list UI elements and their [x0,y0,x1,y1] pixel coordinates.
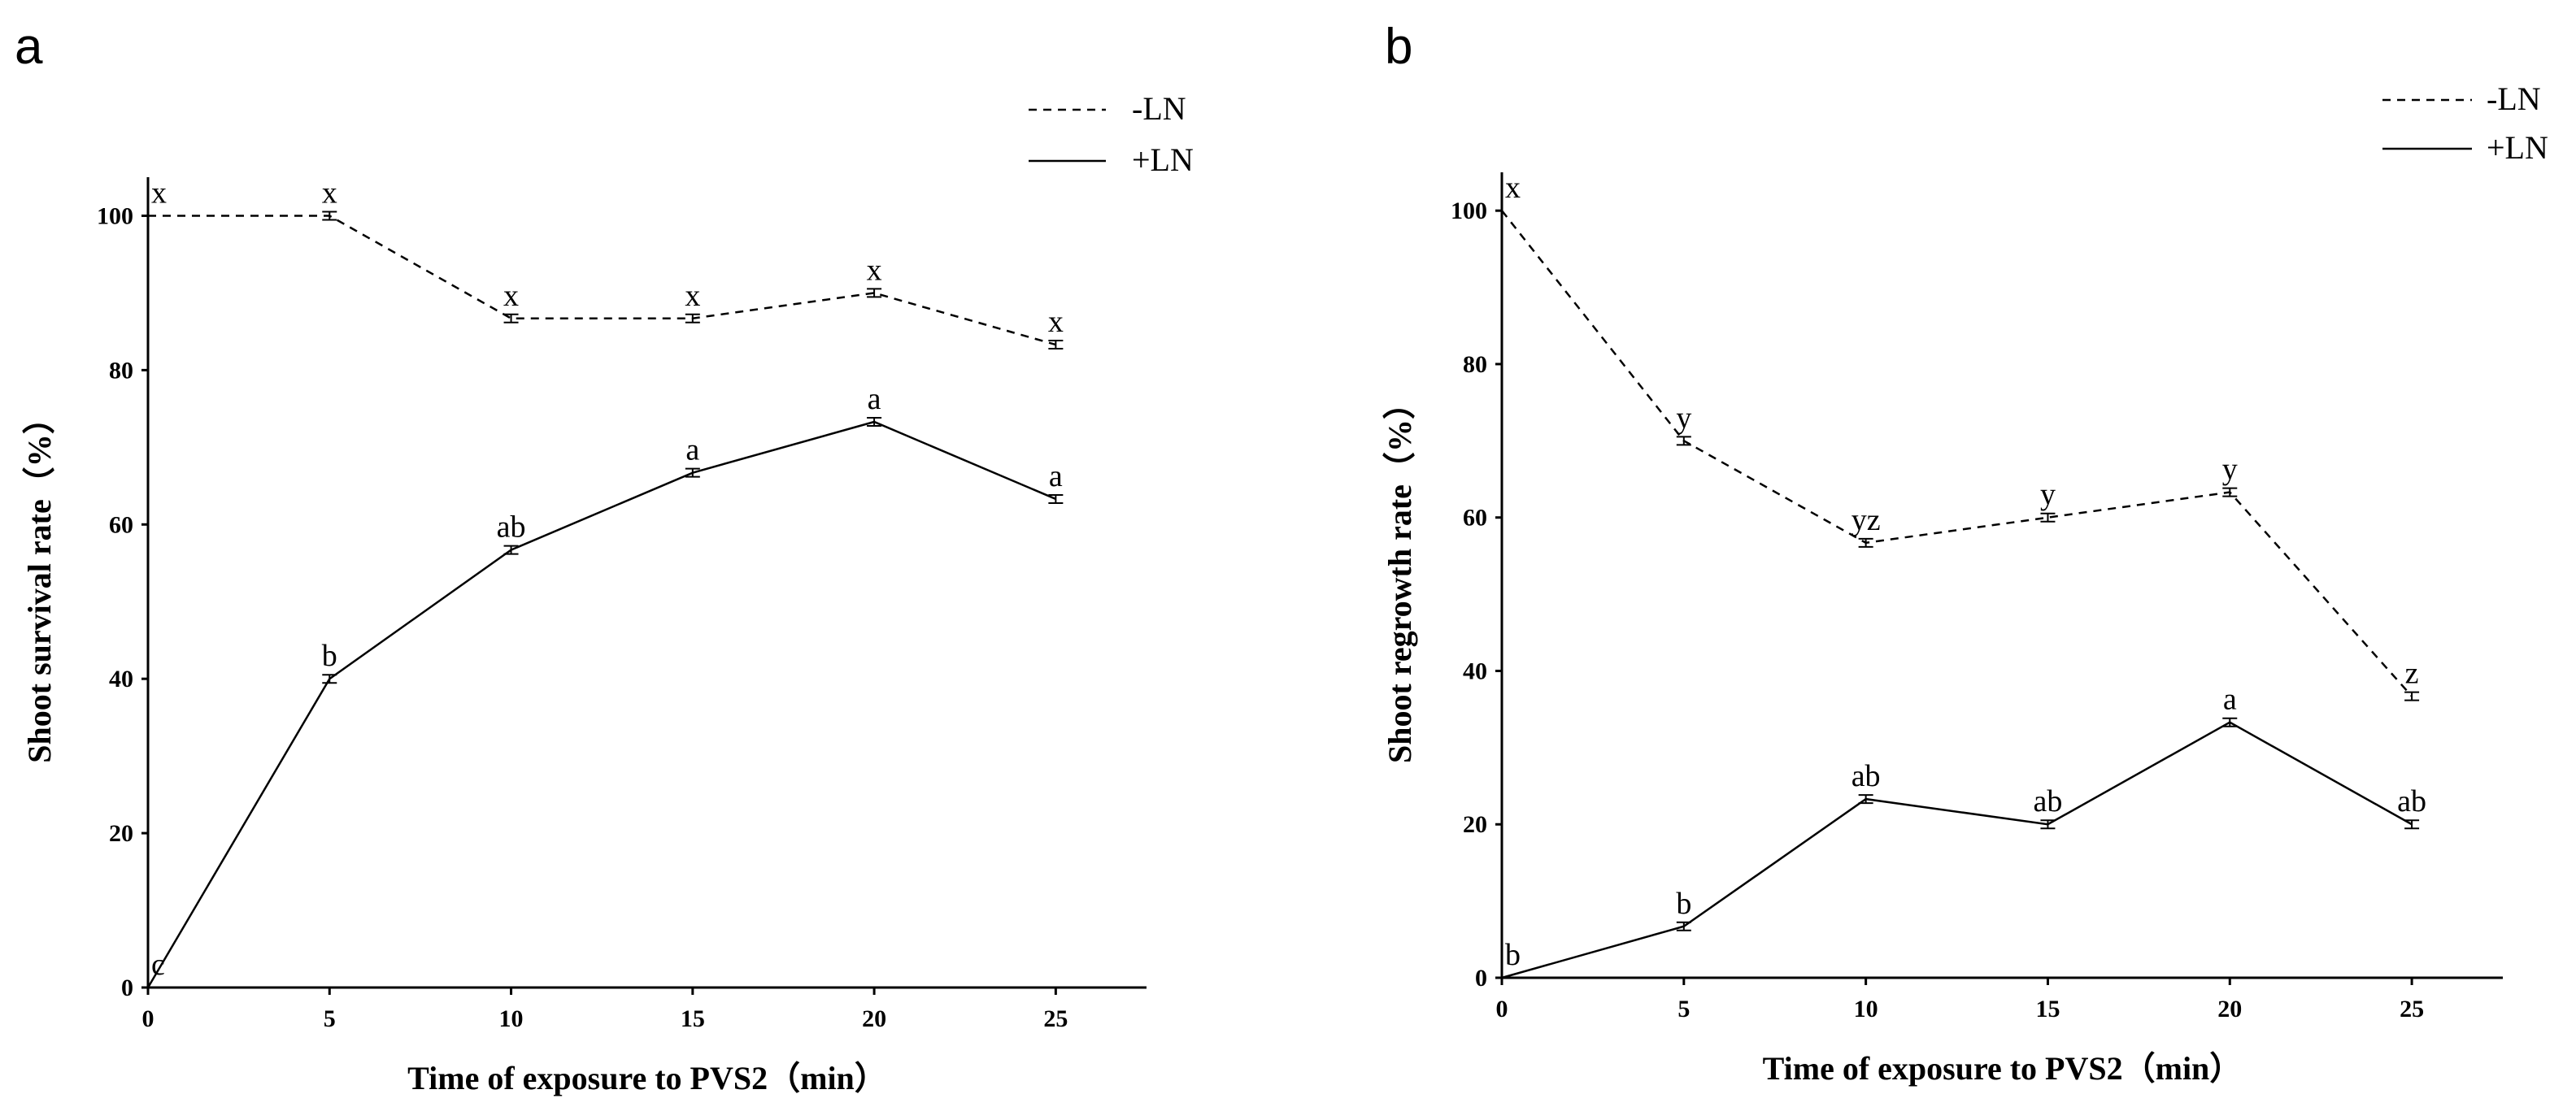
panel-letter: b [1385,19,1412,75]
significance-label: x [1505,171,1521,205]
significance-label: a [1049,459,1063,493]
x-axis-title: Time of exposure to PVS2（min） [407,1060,887,1096]
significance-label: b [1676,887,1691,921]
significance-label: yz [1852,503,1881,537]
x-tick-label: 5 [1677,996,1690,1022]
significance-label: ab [2397,784,2426,818]
x-tick-label: 10 [499,1005,524,1032]
y-axis-title: Shoot survival rate（%） [21,402,58,762]
y-tick-label: 0 [121,975,133,1001]
legend-label: +LN [1132,141,1194,178]
significance-label: y [2222,453,2238,487]
significance-label: b [322,639,337,673]
x-tick-label: 0 [1496,996,1508,1022]
y-axis-title: Shoot regrowth rate（%） [1382,387,1418,763]
y-tick-label: 40 [109,666,133,692]
x-tick-label: 25 [1043,1005,1068,1032]
significance-label: x [151,176,167,210]
significance-label: x [867,253,882,287]
significance-label: x [685,279,700,313]
series-line-minus-ln [1501,210,2413,697]
x-tick-label: 10 [1854,996,1878,1022]
y-tick-label: 20 [1463,811,1487,838]
y-tick-label: 100 [97,202,133,229]
y-tick-label: 40 [1463,658,1487,684]
x-tick-label: 15 [2035,996,2060,1022]
chart-panel-a: a 0 20 40 60 80 100 0 5 10 15 20 25 Time of exposure … [15,19,1194,1096]
x-tick-label: 15 [681,1005,705,1032]
series-line-plus-ln [1501,721,2413,979]
significance-label: a [2223,683,2237,717]
x-tick-label: 25 [2400,996,2424,1022]
significance-label: x [503,279,519,313]
y-tick-label: 80 [109,357,133,384]
significance-label: x [322,176,337,210]
significance-label: c [151,948,165,982]
x-axis-title: Time of exposure to PVS2（min） [1763,1050,2243,1087]
significance-label: b [1505,938,1521,972]
x-tick-label: 0 [142,1005,154,1032]
y-tick-label: 20 [109,820,133,847]
y-tick-label: 100 [1451,198,1487,224]
series-line-plus-ln [146,420,1056,988]
significance-label: y [2040,478,2056,512]
x-tick-label: 20 [2217,996,2242,1022]
y-tick-label: 60 [1463,505,1487,532]
significance-label: y [1676,401,1691,435]
significance-label: ab [2034,784,2063,818]
significance-label: ab [1852,759,1881,793]
y-tick-label: 60 [109,511,133,538]
panel-letter: a [15,19,43,75]
y-tick-label: 0 [1475,965,1487,992]
legend-label: -LN [1132,90,1186,127]
significance-label: z [2405,657,2419,691]
x-tick-label: 20 [862,1005,886,1032]
x-tick-label: 5 [324,1005,336,1032]
legend-label: +LN [2487,129,2548,166]
significance-label: a [868,382,881,416]
significance-label: x [1048,305,1064,339]
significance-label: a [685,433,699,467]
legend-label: -LN [2487,80,2541,117]
series-line-minus-ln [148,215,1056,346]
significance-label: ab [497,510,526,545]
y-tick-label: 80 [1463,351,1487,378]
